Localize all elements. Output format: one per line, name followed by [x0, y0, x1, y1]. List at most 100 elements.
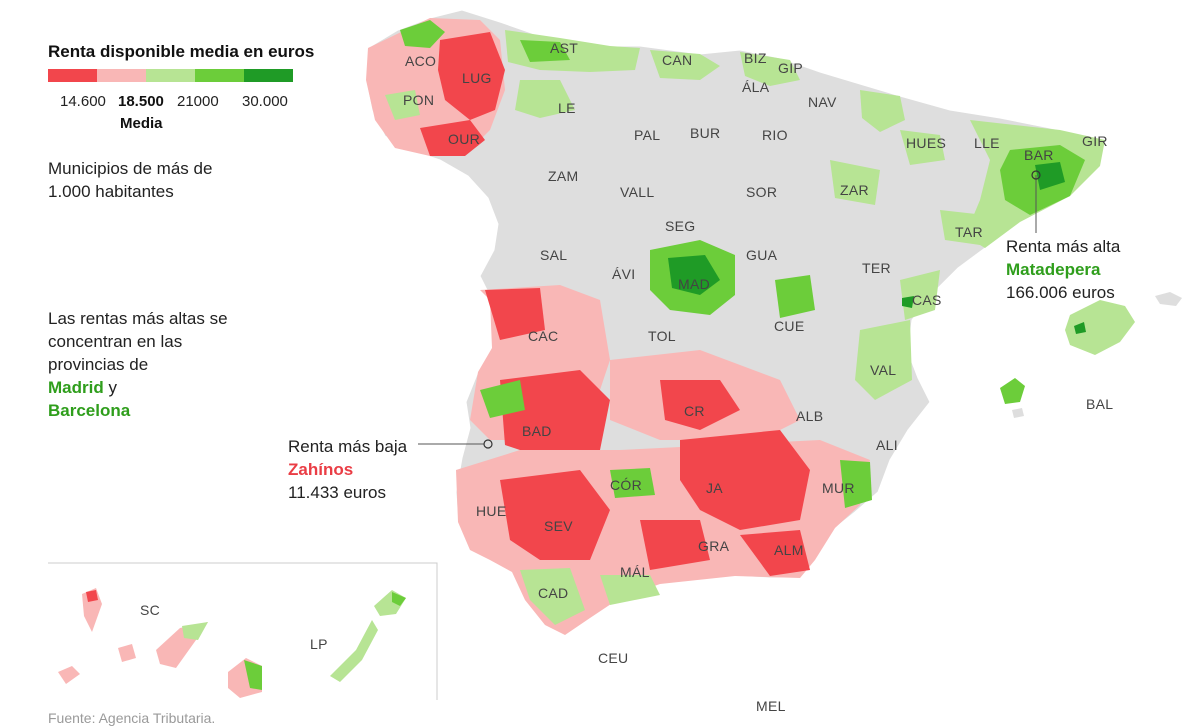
region-cantabria [650, 50, 720, 80]
province-label-tol: TOL [648, 328, 676, 344]
region-barcelona-dark [1035, 162, 1065, 190]
region-tarragona [940, 210, 985, 245]
low-income-marker [483, 439, 493, 449]
region-sevilla-red [500, 470, 610, 560]
province-label-hues: HUES [906, 135, 947, 151]
province-label-lle: LLE [974, 135, 1000, 151]
province-label-ali: ALI [876, 437, 898, 453]
island-el-hierro [58, 666, 80, 684]
island-menorca [1155, 292, 1182, 306]
province-label-gua: GUA [746, 247, 778, 263]
annotation-high-label: Renta más alta [1006, 237, 1121, 256]
legend-swatch-2 [97, 69, 146, 82]
province-label-lug: LUG [462, 70, 492, 86]
region-extremadura-green [480, 380, 525, 418]
source-note: Fuente: Agencia Tributaria. [48, 710, 216, 726]
island-ibiza [1000, 378, 1025, 404]
note-municipios: Municipios de más de 1.000 habitantes [48, 159, 213, 201]
province-label-sc: SC [140, 602, 161, 618]
province-label-bal: BAL [1086, 396, 1114, 412]
province-label-mal: MÁL [620, 564, 650, 580]
annotation-low-label: Renta más baja [288, 437, 408, 456]
region-caceres-red [485, 288, 545, 340]
legend-tick-median: 18.500 [118, 93, 164, 110]
province-label-bad: BAD [522, 423, 552, 439]
province-label-pon: PON [403, 92, 435, 108]
province-label-vall: VALL [620, 184, 655, 200]
province-label-rio: RIO [762, 127, 788, 143]
island-la-palma-red [86, 590, 98, 602]
province-label-mad: MAD [678, 276, 711, 292]
province-label-bur: BUR [690, 125, 721, 141]
annotation-low-name: Zahínos [288, 460, 354, 479]
province-label-biz: BIZ [744, 50, 767, 66]
province-label-sal: SAL [540, 247, 568, 263]
province-label-lp: LP [310, 636, 328, 652]
province-label-mur: MUR [822, 480, 855, 496]
region-cadiz-green [520, 568, 585, 625]
province-label-ast: AST [550, 40, 579, 56]
region-navarra [860, 90, 905, 132]
region-ourense-red [420, 120, 485, 156]
region-cordoba-green [610, 468, 655, 498]
province-label-seg: SEG [665, 218, 696, 234]
portugal-area [380, 160, 498, 500]
province-label-sor: SOR [746, 184, 778, 200]
island-formentera [1012, 408, 1024, 418]
province-label-val: VAL [870, 362, 897, 378]
province-label-zam: ZAM [548, 168, 579, 184]
annotation-low: Renta más baja Zahínos 11.433 euros [288, 435, 407, 504]
note-madrid: Madrid [48, 378, 104, 397]
province-label-our: OUR [448, 131, 481, 147]
province-label-alm: ALM [774, 542, 804, 558]
province-label-hue: HUE [476, 503, 507, 519]
island-lanzarote-green [392, 592, 406, 606]
legend-swatch-4 [195, 69, 244, 82]
province-label-mel: MEL [756, 698, 786, 714]
region-leon-mix [515, 80, 575, 118]
province-label-ceu: CEU [598, 650, 629, 666]
region-granada-red [640, 520, 710, 570]
region-madrid-dark [668, 255, 720, 295]
province-label-gra: GRA [698, 538, 730, 554]
legend-median-label: Media [120, 115, 163, 132]
island-gran-canaria-green [244, 660, 262, 690]
province-label-ja: JA [706, 480, 723, 496]
region-almeria-red [740, 530, 810, 576]
high-income-marker [1031, 170, 1041, 180]
province-label-sev: SEV [544, 518, 573, 534]
island-tenerife-green [182, 622, 208, 640]
note-barcelona: Barcelona [48, 401, 131, 420]
legend-swatch-1 [48, 69, 97, 82]
region-basque [740, 52, 800, 86]
island-mallorca [1065, 300, 1135, 355]
province-label-ala: ÁLA [742, 79, 770, 95]
region-asturias-green [520, 40, 570, 62]
note-concentration: Las rentas más altas se concentran en la… [48, 307, 228, 422]
region-badajoz-red [500, 370, 610, 460]
region-castellon-dark [902, 296, 914, 308]
island-mallorca-dark [1074, 322, 1086, 334]
legend-swatch-3 [146, 69, 195, 82]
province-label-cac: CAC [528, 328, 559, 344]
legend-tick-1: 14.600 [60, 93, 106, 110]
island-la-gomera [118, 644, 136, 662]
note-y: y [108, 378, 117, 397]
region-jaen-red [680, 430, 810, 530]
region-zaragoza-green [830, 160, 880, 205]
region-lugo-red [438, 32, 505, 120]
canary-inset-frame [48, 562, 438, 700]
legend-color-bar [48, 69, 293, 82]
region-huesca-green [900, 130, 945, 165]
province-label-cr: CR [684, 403, 705, 419]
region-cr-red [660, 380, 740, 430]
island-fuerteventura [330, 620, 378, 682]
province-label-aco: ACO [405, 53, 437, 69]
province-label-alb: ALB [796, 408, 824, 424]
province-label-gir: GIR [1082, 133, 1108, 149]
region-malaga-green [600, 575, 660, 605]
annotation-high-name: Matadepera [1006, 260, 1101, 279]
region-galicia-green [400, 20, 445, 48]
province-label-cad: CAD [538, 585, 569, 601]
legend-swatch-5 [244, 69, 293, 82]
